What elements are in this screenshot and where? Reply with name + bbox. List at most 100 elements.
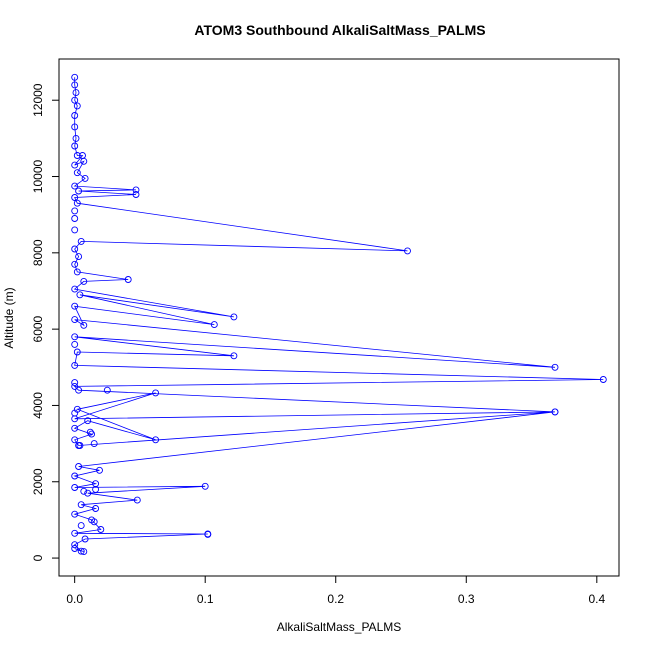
- data-point: [71, 123, 79, 131]
- data-point: [80, 157, 88, 165]
- data-point: [81, 174, 89, 182]
- y-axis: 0 2000 4000 6000 8000 10000 12000: [31, 83, 60, 561]
- data-point: [75, 463, 83, 470]
- y-tick-label: 4000: [31, 392, 45, 419]
- data-point: [71, 207, 79, 215]
- series-path: [73, 77, 604, 552]
- data-point: [71, 361, 79, 369]
- data-point: [71, 142, 79, 150]
- data-point: [72, 134, 80, 142]
- data-point: [73, 268, 81, 276]
- data-point: [103, 386, 111, 394]
- data-point: [73, 348, 81, 356]
- x-tick-label: 0.4: [588, 592, 605, 606]
- data-point: [230, 313, 238, 321]
- chart-title: ATOM3 Southbound AlkaliSaltMass_PALMS: [194, 22, 485, 38]
- data-point: [96, 466, 103, 474]
- x-axis-label: AlkaliSaltMass_PALMS: [277, 620, 402, 634]
- data-point: [71, 302, 79, 310]
- data-point: [152, 436, 160, 444]
- data-point: [71, 436, 79, 444]
- data-point: [71, 194, 79, 201]
- y-tick-label: 10000: [31, 160, 45, 194]
- series-line: [73, 77, 604, 552]
- data-point: [71, 215, 79, 222]
- data-point: [84, 417, 92, 425]
- y-axis-label: Altitude (m): [2, 287, 16, 348]
- data-point: [71, 285, 79, 293]
- data-point: [81, 535, 89, 543]
- data-point: [71, 541, 79, 549]
- data-point: [71, 161, 79, 169]
- data-point: [72, 89, 80, 97]
- data-point: [71, 226, 79, 234]
- data-point: [71, 182, 79, 190]
- data-point: [80, 277, 88, 285]
- data-point: [133, 496, 141, 504]
- y-tick-label: 6000: [31, 315, 45, 342]
- data-point: [71, 379, 79, 387]
- data-point: [73, 169, 81, 177]
- x-tick-label: 0.0: [66, 592, 83, 606]
- data-point: [80, 487, 88, 495]
- x-axis: 0.0 0.1 0.2 0.3 0.4: [66, 575, 605, 606]
- data-point: [71, 81, 79, 89]
- data-point: [210, 321, 218, 329]
- data-point: [97, 526, 105, 533]
- data-point: [404, 247, 411, 255]
- data-point: [71, 316, 79, 324]
- data-point: [75, 386, 83, 394]
- data-point: [77, 547, 85, 555]
- x-tick-label: 0.1: [197, 592, 214, 606]
- data-point: [75, 253, 83, 261]
- data-point: [71, 260, 79, 268]
- data-point: [132, 191, 140, 198]
- data-point: [86, 428, 94, 436]
- data-point: [132, 186, 140, 194]
- data-point: [88, 430, 96, 438]
- data-point: [599, 376, 607, 383]
- plot-frame: [58, 58, 620, 577]
- data-point: [124, 276, 132, 283]
- data-point: [71, 96, 79, 104]
- data-point: [77, 522, 85, 530]
- data-point: [77, 501, 85, 509]
- series-markers: [71, 73, 607, 556]
- data-point: [80, 548, 88, 556]
- data-point: [90, 518, 98, 526]
- data-point: [90, 440, 98, 448]
- data-point: [551, 363, 559, 371]
- data-point: [230, 352, 238, 360]
- data-point: [76, 291, 84, 299]
- data-point: [92, 505, 100, 512]
- data-point: [76, 442, 84, 449]
- data-point: [71, 73, 79, 81]
- x-tick-label: 0.3: [458, 592, 475, 606]
- data-point: [71, 545, 79, 552]
- data-point: [71, 424, 79, 432]
- data-point: [71, 112, 79, 119]
- data-point: [204, 530, 212, 538]
- data-point: [71, 382, 79, 390]
- data-point: [71, 340, 79, 348]
- data-point: [551, 408, 559, 416]
- y-tick-label: 2000: [31, 468, 45, 495]
- data-point: [152, 389, 160, 397]
- data-point: [71, 510, 79, 518]
- data-point: [71, 333, 79, 341]
- data-point: [92, 485, 100, 493]
- data-point: [71, 409, 79, 417]
- data-point: [201, 482, 209, 490]
- y-tick-label: 8000: [31, 239, 45, 266]
- x-tick-label: 0.2: [327, 592, 344, 606]
- y-tick-label: 0: [31, 554, 45, 561]
- data-point: [71, 529, 79, 537]
- data-point: [71, 245, 79, 253]
- data-point: [80, 321, 88, 329]
- data-point: [84, 489, 92, 497]
- data-point: [73, 102, 81, 110]
- data-point: [73, 199, 81, 207]
- y-tick-label: 12000: [31, 83, 45, 117]
- data-point: [77, 237, 85, 245]
- data-point: [71, 472, 79, 480]
